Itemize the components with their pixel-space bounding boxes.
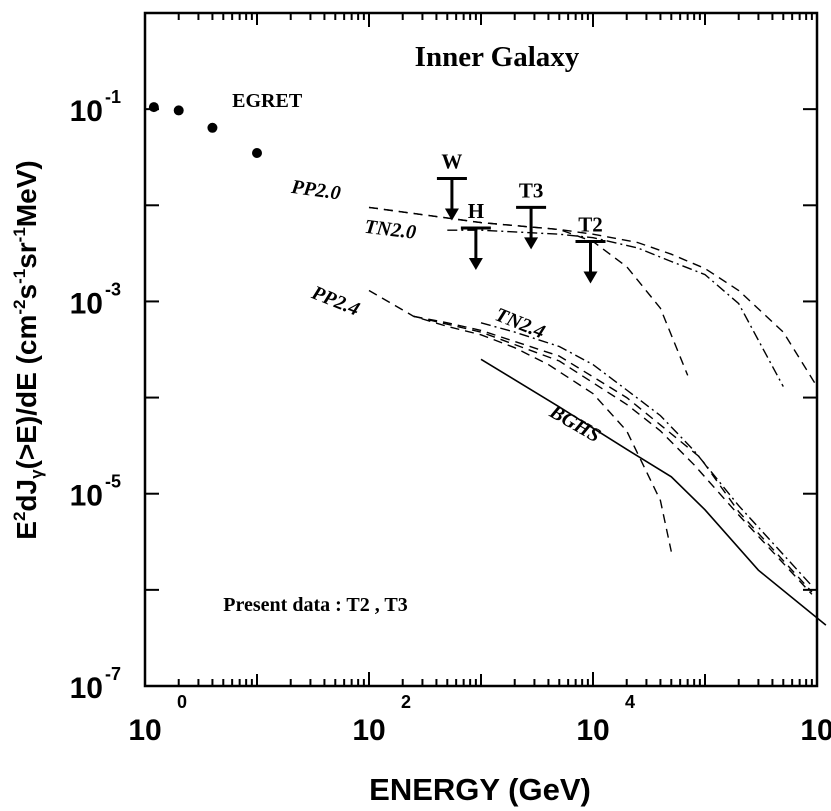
limit-label: T2 bbox=[578, 213, 603, 237]
y-tick-label-base: 10 bbox=[70, 480, 103, 513]
limit-label: W bbox=[441, 149, 462, 173]
y-tick-label-base: 10 bbox=[70, 95, 103, 128]
y-axis-label-part: (>E)/dE (cm bbox=[11, 315, 42, 470]
annotation-tn2-4: TN2.4 bbox=[492, 304, 548, 344]
y-tick-label-exp: -3 bbox=[105, 279, 121, 299]
x-tick-label-exp: 4 bbox=[625, 692, 635, 712]
series-line-unlabeled-5 bbox=[413, 315, 813, 593]
series-line-pp2-4 bbox=[368, 289, 672, 552]
y-axis-label-part: E bbox=[11, 521, 42, 540]
x-tick-label-exp: 2 bbox=[401, 692, 411, 712]
egret-point bbox=[207, 122, 218, 133]
y-axis-label-part: MeV) bbox=[11, 160, 42, 227]
annotation-pp2-0: PP2.0 bbox=[289, 176, 342, 205]
upper-limit-t2: T2 bbox=[575, 213, 606, 284]
y-tick-label-base: 10 bbox=[70, 287, 103, 320]
y-tick-label: 10 -5 bbox=[70, 472, 121, 513]
x-tick-label-base: 10 bbox=[128, 714, 161, 747]
annotation-pp2-4: PP2.4 bbox=[308, 281, 363, 320]
x-tick-label: 106 bbox=[800, 714, 831, 747]
series-line-unlabeled-4 bbox=[413, 315, 813, 595]
x-tick-label-base: 10 bbox=[352, 714, 385, 747]
annotations: Inner Galaxy EGRET PP2.0 TN2.0 PP2.4 TN2.4 BGH… bbox=[223, 41, 604, 616]
upper-limit-h: H bbox=[460, 199, 491, 271]
y-axis-label-part: -1 bbox=[10, 269, 29, 284]
y-axis-label-part: s bbox=[11, 284, 42, 300]
annotation-present-data-t2-t3: Present data : T2 , T3 bbox=[223, 594, 407, 616]
egret-point bbox=[173, 105, 184, 116]
y-tick-label-base: 10 bbox=[70, 672, 103, 705]
chart-title: Inner Galaxy bbox=[415, 41, 580, 73]
x-axis-label: ENERGY (GeV) bbox=[369, 772, 591, 807]
series-line-unlabeled-1 bbox=[368, 206, 818, 387]
y-tick-label: 10 -3 bbox=[70, 279, 121, 320]
plot-frame bbox=[143, 11, 819, 688]
y-tick-label: 10 -1 bbox=[70, 87, 121, 128]
y-axis-label-part: sr bbox=[11, 242, 42, 269]
x-tick-label-exp: 0 bbox=[177, 692, 187, 712]
y-axis-label-part: -2 bbox=[10, 299, 29, 314]
upper-limits: W H T3 T2 bbox=[436, 149, 606, 284]
series-layer bbox=[368, 206, 827, 626]
y-axis-label-part: -1 bbox=[10, 227, 29, 242]
annotation-bghs: BGHS bbox=[545, 400, 604, 447]
x-tick-label: 10 0 bbox=[128, 692, 187, 747]
down-arrow-icon bbox=[444, 208, 459, 221]
upper-limit-t3: T3 bbox=[516, 178, 547, 250]
series-line-bghs bbox=[480, 358, 827, 626]
y-axis-label: E2dJγ(>E)/dE (cm-2s-1sr-1MeV) bbox=[10, 160, 46, 539]
y-tick-label-exp: -1 bbox=[105, 87, 121, 107]
x-tick-label-base: 10 bbox=[576, 714, 609, 747]
series-line-tn2-4 bbox=[480, 322, 813, 587]
down-arrow-icon bbox=[524, 237, 539, 250]
egret-point bbox=[252, 147, 262, 158]
y-tick-label: 10 -7 bbox=[70, 664, 121, 705]
y-axis-label-part: γ bbox=[27, 469, 46, 479]
limit-label: H bbox=[468, 199, 484, 223]
x-tick-label: 10 2 bbox=[352, 692, 411, 747]
annotation-tn2-0: TN2.0 bbox=[363, 216, 417, 244]
y-axis-label-part: dJ bbox=[11, 479, 42, 512]
limit-label: T3 bbox=[519, 178, 544, 202]
egret-point bbox=[148, 102, 159, 113]
down-arrow-icon bbox=[468, 258, 483, 271]
x-tick-label: 10 4 bbox=[576, 692, 635, 747]
upper-limit-w: W bbox=[436, 149, 467, 221]
egret-points bbox=[148, 102, 262, 158]
y-tick-label-exp: -7 bbox=[105, 664, 121, 684]
annotation-egret: EGRET bbox=[232, 90, 303, 112]
down-arrow-icon bbox=[583, 271, 598, 284]
y-tick-label-exp: -5 bbox=[105, 472, 121, 492]
y-axis-label-part: 2 bbox=[10, 512, 29, 521]
x-tick-label-base: 10 bbox=[800, 714, 831, 747]
